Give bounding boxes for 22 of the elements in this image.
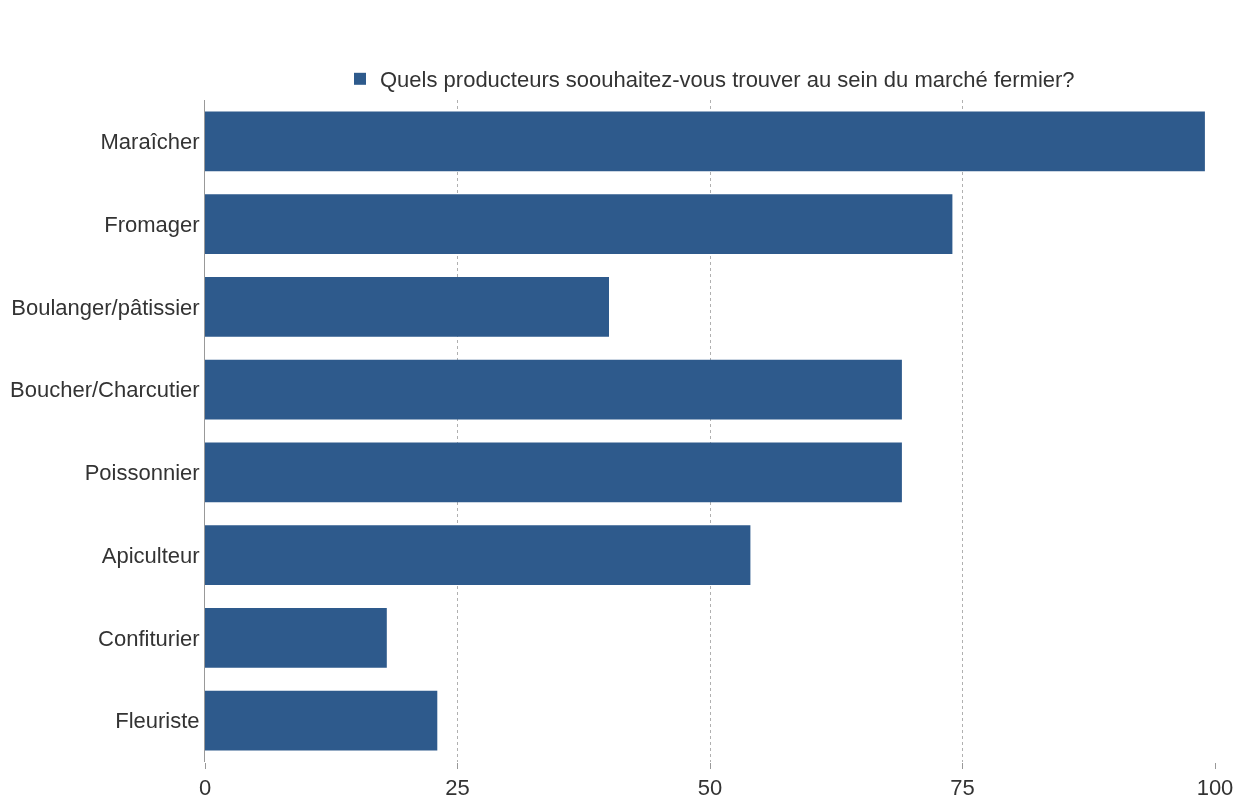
x-tick-label: 25 <box>445 775 470 801</box>
bar <box>205 111 1205 172</box>
bar <box>205 608 387 668</box>
y-tick-label: Poissonnier <box>84 460 200 486</box>
y-tick-label: Boucher/Charcutier <box>10 377 200 403</box>
bar <box>205 194 953 254</box>
bar <box>205 525 751 585</box>
x-tick-label: 100 <box>1196 775 1234 801</box>
y-tick-label: Fleuriste <box>115 708 200 734</box>
bar <box>205 277 609 337</box>
bar <box>205 442 902 503</box>
y-tick-label: Boulanger/pâtissier <box>11 294 200 320</box>
y-tick-label: Confiturier <box>98 625 200 651</box>
x-tick-label: 50 <box>697 775 723 801</box>
x-tick-label: 0 <box>198 775 212 801</box>
bar <box>205 690 438 751</box>
legend-label: Quels producteurs soouhaitez-vous trouver au sein du marché fermier? <box>380 67 1075 93</box>
y-tick-label: Apiculteur <box>101 542 200 568</box>
y-tick-label: Fromager <box>104 211 200 237</box>
bar <box>205 359 902 420</box>
x-tick-label: 75 <box>950 775 975 801</box>
y-tick-label: Maraîcher <box>100 129 200 155</box>
